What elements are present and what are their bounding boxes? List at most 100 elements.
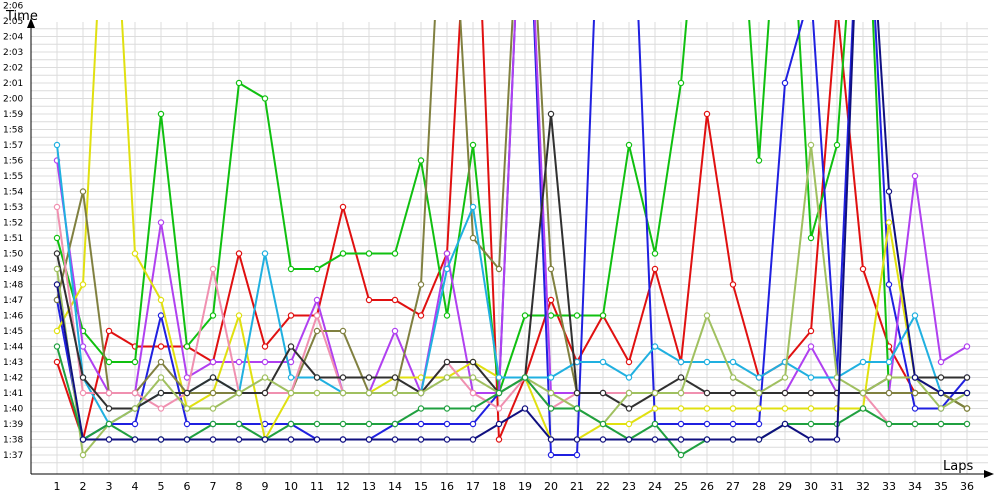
data-point bbox=[703, 436, 711, 443]
data-point bbox=[131, 405, 139, 412]
data-point bbox=[391, 327, 399, 335]
y-tick-label: 1:38 bbox=[3, 436, 23, 446]
data-point bbox=[547, 296, 555, 304]
x-tick-label: 7 bbox=[210, 480, 217, 493]
data-point bbox=[859, 405, 867, 412]
data-point bbox=[287, 374, 295, 381]
data-point bbox=[547, 451, 555, 459]
data-point bbox=[859, 358, 867, 366]
series-line bbox=[56, 20, 968, 394]
series-line bbox=[56, 20, 967, 441]
data-point bbox=[417, 420, 425, 428]
y-tick-label: 1:42 bbox=[3, 374, 23, 384]
data-point bbox=[235, 389, 243, 397]
x-axis-label: Laps bbox=[943, 459, 973, 474]
data-point bbox=[781, 405, 789, 412]
x-tick-label: 36 bbox=[960, 480, 974, 493]
series-line bbox=[56, 20, 968, 441]
data-point bbox=[963, 374, 971, 381]
data-point bbox=[651, 436, 659, 443]
data-point bbox=[417, 389, 425, 397]
x-tick-label: 30 bbox=[804, 480, 818, 493]
y-tick-label: 2:04 bbox=[3, 33, 23, 43]
x-tick-label: 25 bbox=[674, 480, 688, 493]
x-tick-labels: 1 2 3 4 5 6 7 8 9 10 11 12 13 14 15 16 17 18 19 20 21 22 23 24 2… bbox=[54, 480, 975, 493]
data-point bbox=[469, 405, 477, 412]
data-point bbox=[833, 141, 841, 149]
data-point bbox=[729, 281, 737, 288]
data-point bbox=[235, 79, 243, 87]
data-point bbox=[495, 405, 503, 412]
data-point bbox=[443, 312, 451, 319]
data-point bbox=[183, 436, 191, 443]
data-point bbox=[261, 250, 269, 257]
x-tick-label: 13 bbox=[362, 480, 376, 493]
x-tick-label: 8 bbox=[236, 480, 243, 493]
data-point bbox=[287, 312, 295, 319]
data-point bbox=[625, 389, 633, 397]
data-point bbox=[781, 79, 789, 87]
data-point bbox=[963, 343, 971, 350]
x-tick-label: 31 bbox=[830, 480, 844, 493]
data-point bbox=[885, 420, 893, 428]
y-tick-label: 1:54 bbox=[3, 188, 23, 198]
data-point bbox=[313, 327, 321, 335]
y-tick-label: 1:57 bbox=[3, 141, 23, 151]
data-point bbox=[521, 312, 529, 319]
data-point bbox=[183, 389, 191, 397]
y-tick-label: 1:44 bbox=[3, 343, 23, 353]
data-point bbox=[157, 312, 165, 319]
y-tick-label: 2:02 bbox=[3, 64, 23, 74]
x-tick-label: 20 bbox=[544, 480, 558, 493]
data-point bbox=[235, 250, 243, 257]
data-point bbox=[287, 343, 295, 350]
data-point bbox=[209, 420, 217, 428]
y-tick-label: 2:01 bbox=[3, 79, 23, 89]
series-lines bbox=[53, 20, 971, 459]
data-point bbox=[365, 296, 373, 304]
data-point bbox=[781, 389, 789, 397]
data-point bbox=[729, 420, 737, 428]
x-tick-label: 9 bbox=[262, 480, 269, 493]
data-point bbox=[755, 420, 763, 428]
data-point bbox=[911, 389, 919, 397]
axes bbox=[27, 18, 994, 478]
x-tick-label: 33 bbox=[882, 480, 896, 493]
data-point bbox=[651, 420, 659, 428]
data-point bbox=[963, 420, 971, 428]
data-point bbox=[729, 358, 737, 366]
data-point bbox=[677, 79, 685, 87]
data-point bbox=[131, 436, 139, 443]
data-point bbox=[313, 312, 321, 319]
data-point bbox=[625, 358, 633, 366]
data-point bbox=[573, 312, 581, 319]
data-point bbox=[755, 405, 763, 412]
data-point bbox=[235, 358, 243, 366]
data-point bbox=[287, 265, 295, 273]
data-point bbox=[53, 250, 61, 257]
data-point bbox=[53, 234, 61, 242]
x-tick-label: 26 bbox=[700, 480, 714, 493]
data-point bbox=[157, 110, 165, 118]
data-point bbox=[339, 327, 347, 335]
data-point bbox=[755, 374, 763, 381]
data-point bbox=[885, 219, 893, 226]
data-point bbox=[807, 374, 815, 381]
data-point bbox=[209, 436, 217, 443]
data-point bbox=[625, 405, 633, 412]
x-tick-label: 15 bbox=[414, 480, 428, 493]
data-point bbox=[885, 281, 893, 288]
data-point bbox=[339, 389, 347, 397]
data-point bbox=[469, 420, 477, 428]
x-tick-label: 6 bbox=[184, 480, 191, 493]
data-point bbox=[209, 374, 217, 381]
data-point bbox=[625, 141, 633, 149]
series-11 bbox=[53, 343, 971, 459]
data-point bbox=[807, 343, 815, 350]
x-tick-label: 19 bbox=[518, 480, 532, 493]
y-tick-label: 1:49 bbox=[3, 265, 23, 275]
data-point bbox=[287, 436, 295, 443]
data-point bbox=[703, 389, 711, 397]
data-point bbox=[521, 405, 529, 412]
data-point bbox=[209, 405, 217, 412]
